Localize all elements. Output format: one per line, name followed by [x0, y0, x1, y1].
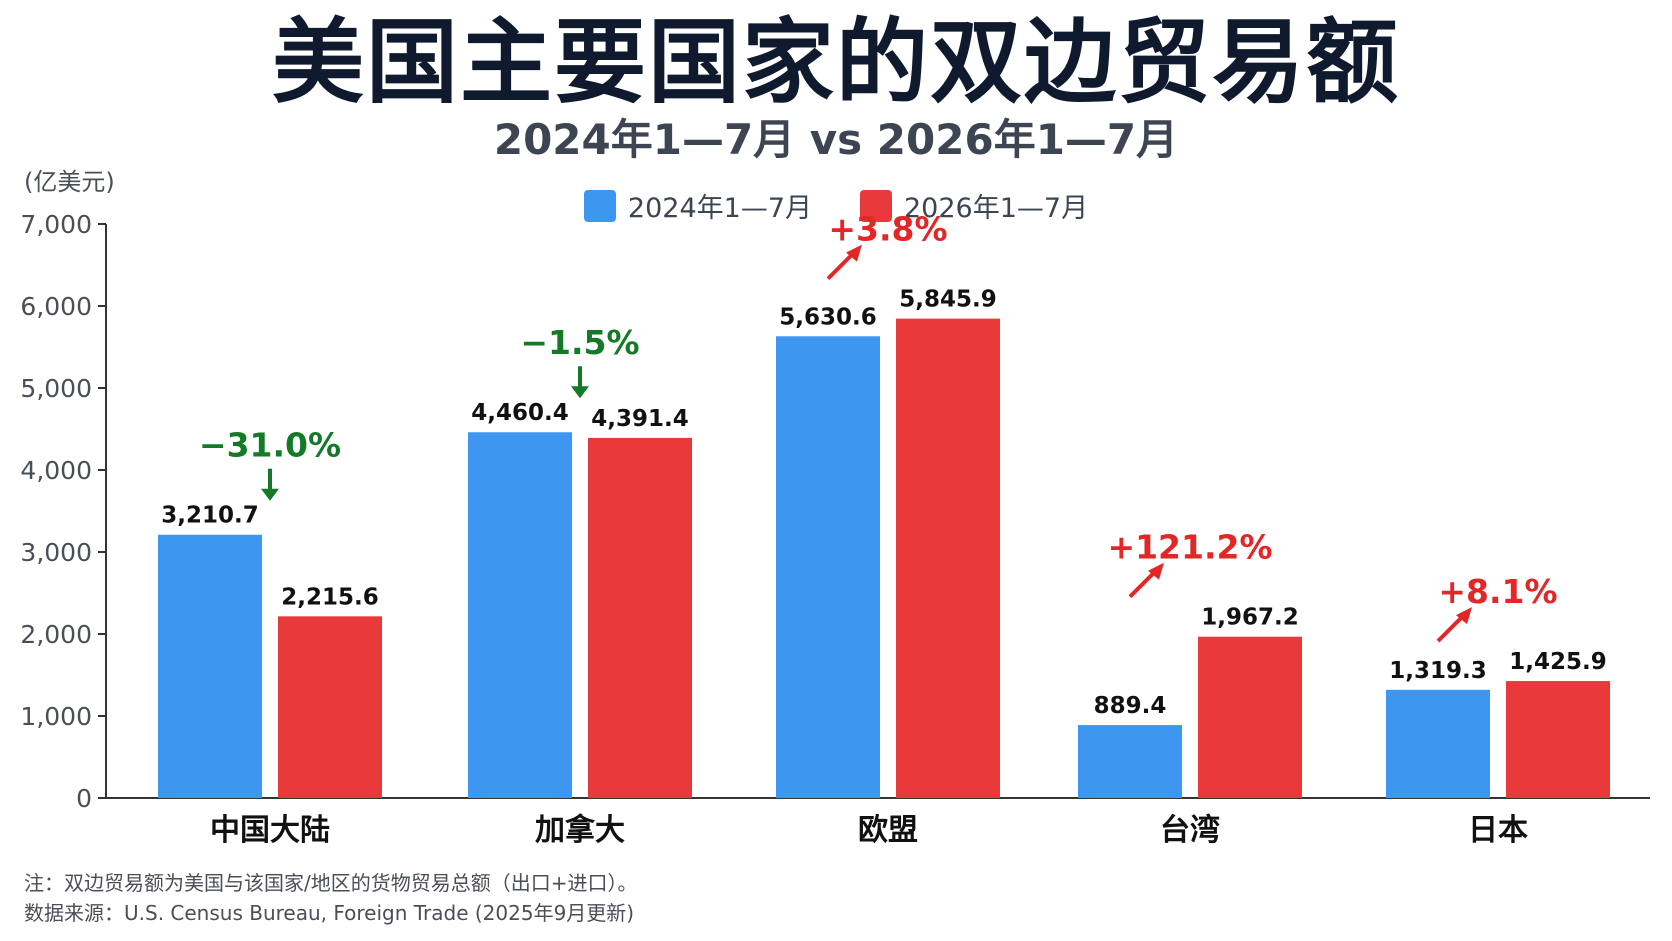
category-label: 日本	[1468, 813, 1528, 848]
y-tick-label: 0	[76, 784, 92, 813]
bar-value-label: 1,319.3	[1389, 658, 1487, 684]
footnote-source: 数据来源：U.S. Census Bureau, Foreign Trade (…	[24, 901, 635, 925]
bar-value-label: 4,460.4	[471, 400, 569, 426]
bar-value-label: 1,425.9	[1509, 649, 1607, 675]
bar-2024	[468, 432, 572, 798]
change-label: +3.8%	[828, 210, 947, 249]
legend: 2024年1—7月 2026年1—7月	[0, 186, 1672, 225]
y-tick-label: 1,000	[20, 702, 92, 731]
y-tick-label: 3,000	[20, 538, 92, 567]
bar-2026	[588, 437, 692, 798]
bar-value-label: 3,210.7	[161, 503, 259, 529]
y-axis-unit-label: (亿美元)	[24, 168, 115, 196]
change-label: +121.2%	[1107, 528, 1272, 567]
change-label: −1.5%	[520, 323, 639, 362]
legend-item-2024: 2024年1—7月	[583, 186, 812, 225]
bar-value-label: 4,391.4	[591, 406, 689, 432]
y-tick-label: 4,000	[20, 456, 92, 485]
category-label: 欧盟	[858, 813, 918, 848]
category-label: 台湾	[1160, 813, 1220, 848]
bar-2024	[1078, 725, 1182, 798]
legend-swatch-2026	[860, 189, 892, 222]
legend-item-2026: 2026年1—7月	[860, 186, 1088, 225]
change-label: −31.0%	[199, 426, 341, 465]
bar-value-label: 2,215.6	[281, 584, 379, 610]
down-arrow-head-icon	[261, 488, 279, 501]
chart-title: 美国主要国家的双边贸易额	[271, 9, 1400, 116]
bar-2024	[1386, 689, 1490, 798]
y-tick-label: 2,000	[20, 620, 92, 649]
bar-2026	[278, 616, 382, 798]
y-tick-label: 7,000	[20, 210, 92, 239]
bar-value-label: 889.4	[1094, 693, 1167, 719]
legend-swatch-2024	[583, 189, 616, 222]
bar-2026	[1506, 681, 1610, 798]
up-arrow-head-icon	[1456, 607, 1472, 625]
bar-2024	[158, 534, 262, 798]
category-label: 中国大陆	[210, 813, 330, 848]
footnote-note: 注：双边贸易额为美国与该国家/地区的货物贸易总额（出口+进口）。	[24, 871, 638, 895]
bar-2026	[896, 318, 1000, 798]
up-arrow-head-icon	[1148, 562, 1164, 580]
bar-value-label: 5,845.9	[899, 287, 997, 313]
legend-label-2024: 2024年1—7月	[627, 193, 812, 224]
bar-value-label: 5,630.6	[779, 304, 877, 330]
bar-2026	[1198, 636, 1302, 798]
change-label: +8.1%	[1438, 572, 1557, 611]
bar-value-label: 1,967.2	[1201, 605, 1299, 631]
y-tick-label: 5,000	[20, 374, 92, 403]
footnotes: 注：双边贸易额为美国与该国家/地区的货物贸易总额（出口+进口）。 数据来源：U.…	[24, 868, 638, 928]
y-tick-label: 6,000	[20, 292, 92, 321]
category-label: 加拿大	[535, 813, 625, 848]
legend-label-2026: 2026年1—7月	[904, 193, 1089, 224]
chart-subtitle: 2024年1—7月 vs 2026年1—7月	[493, 115, 1179, 164]
bar-2024	[776, 336, 880, 798]
up-arrow-head-icon	[846, 244, 862, 262]
down-arrow-head-icon	[571, 386, 589, 399]
